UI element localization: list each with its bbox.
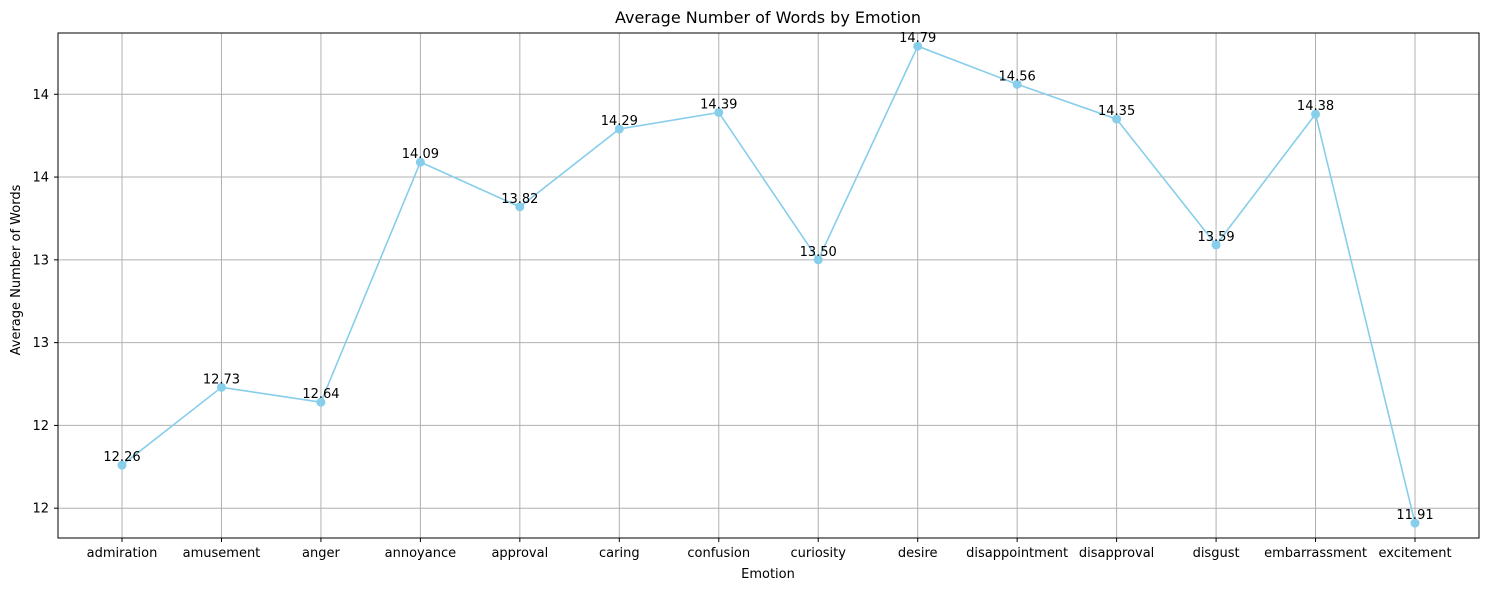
x-tick-label: disgust (1193, 546, 1240, 561)
x-axis-label: Emotion (741, 567, 795, 582)
x-tick-label: disappointment (966, 546, 1068, 561)
x-tick-label: embarrassment (1264, 546, 1367, 561)
plot-frame (57, 32, 1480, 539)
chart-title: Average Number of Words by Emotion (615, 8, 921, 27)
y-tick-label: 13 (32, 336, 49, 351)
data-label: 12.26 (103, 450, 140, 465)
x-tick-label: confusion (687, 546, 750, 561)
series-line (121, 45, 1416, 524)
data-label: 13.82 (501, 192, 538, 207)
y-tick-label: 13 (32, 253, 49, 268)
data-label: 14.29 (601, 114, 638, 129)
x-tick-label: anger (302, 546, 340, 561)
y-axis-label: Average Number of Words (9, 184, 24, 355)
x-tick-label: desire (898, 546, 938, 561)
data-point (813, 255, 823, 265)
y-tick-label: 12 (32, 419, 49, 434)
data-labels: 12.26 12.73 12.64 14.09 13.82 14.29 14.39 13.50… (103, 31, 1433, 523)
data-markers (117, 41, 1420, 528)
y-tick-label: 14 (32, 171, 49, 186)
data-point (1012, 79, 1022, 89)
data-point (515, 202, 525, 212)
data-point (913, 41, 923, 51)
data-point (216, 382, 226, 392)
x-axis-ticks: admiration amusement anger annoyance approva… (87, 538, 1452, 561)
data-label: 14.38 (1297, 99, 1334, 114)
data-point (117, 460, 127, 470)
y-tick-label: 14 (32, 88, 49, 103)
data-point (415, 157, 425, 167)
x-tick-label: curiosity (790, 546, 846, 561)
x-tick-label: admiration (87, 546, 158, 561)
data-point (614, 124, 624, 134)
data-label: 11.91 (1396, 508, 1433, 523)
data-point (1410, 518, 1420, 528)
data-label: 14.56 (999, 69, 1036, 84)
x-tick-label: excitement (1378, 546, 1451, 561)
x-tick-label: amusement (183, 546, 261, 561)
x-tick-label: caring (599, 546, 640, 561)
data-point (1211, 240, 1221, 250)
data-label: 13.50 (800, 245, 837, 260)
data-point (1311, 109, 1321, 119)
series-line-path (121, 45, 1416, 524)
data-point (714, 107, 724, 117)
data-label: 12.64 (302, 387, 339, 402)
data-label: 13.59 (1197, 230, 1234, 245)
data-label: 12.73 (203, 372, 240, 387)
grid-lines (58, 33, 1479, 538)
data-label: 14.39 (700, 97, 737, 112)
x-tick-label: approval (491, 546, 548, 561)
x-tick-label: disapproval (1079, 546, 1154, 561)
x-tick-label: annoyance (385, 546, 456, 561)
data-label: 14.09 (402, 147, 439, 162)
y-axis-ticks: 12 12 13 13 14 14 (32, 88, 58, 517)
data-point (316, 397, 326, 407)
y-tick-label: 12 (32, 502, 49, 517)
data-label: 14.79 (899, 31, 936, 46)
data-point (1112, 114, 1122, 124)
data-label: 14.35 (1098, 104, 1135, 119)
